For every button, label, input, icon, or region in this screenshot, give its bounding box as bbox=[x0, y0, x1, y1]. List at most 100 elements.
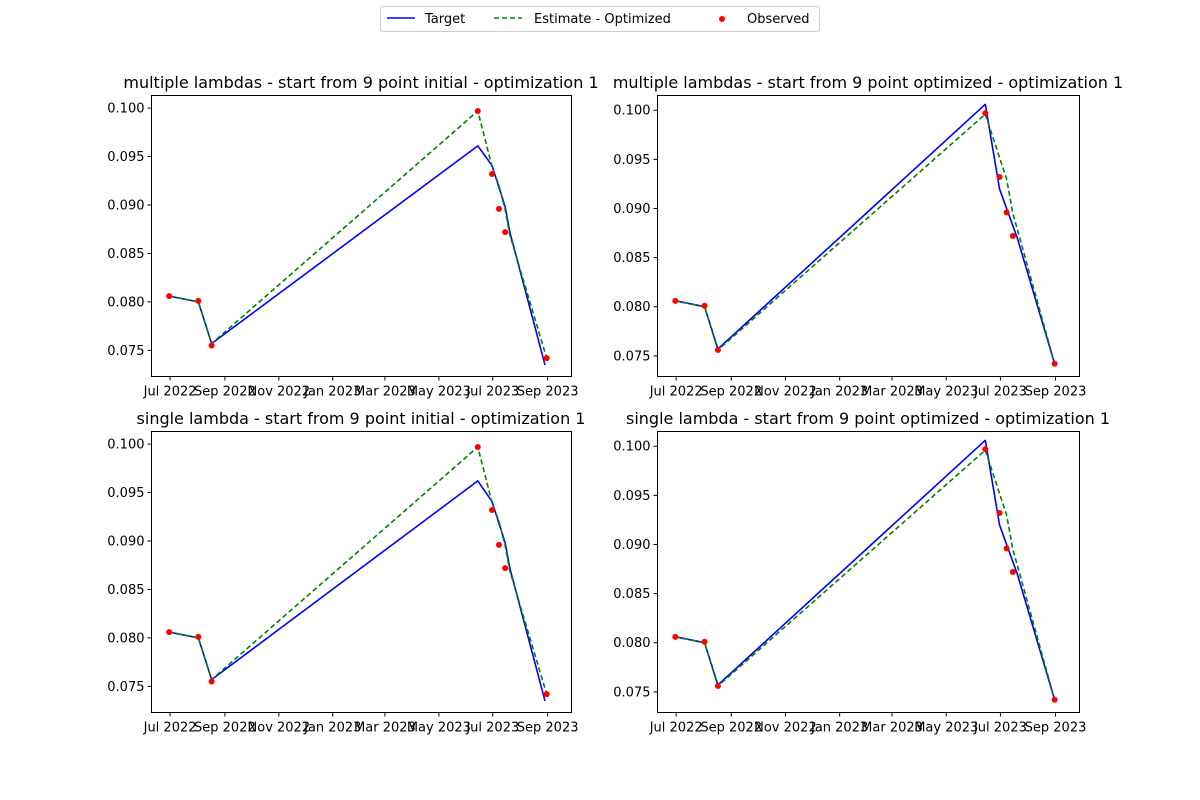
y-tick-label: 0.100 bbox=[613, 440, 650, 455]
observed-point bbox=[502, 565, 509, 572]
observed-point bbox=[1009, 569, 1016, 575]
observed-point bbox=[208, 342, 215, 349]
x-tick-label: Mar 2023 bbox=[861, 721, 923, 736]
observed-point bbox=[701, 302, 708, 309]
y-tick-label: 0.095 bbox=[107, 486, 144, 501]
observed-point bbox=[208, 678, 215, 685]
x-tick-label: Nov 2022 bbox=[754, 385, 817, 400]
observed-point bbox=[996, 510, 1003, 517]
axes-frame bbox=[151, 95, 572, 377]
panel-title: multiple lambdas - start from 9 point op… bbox=[613, 73, 1123, 92]
y-tick-label: 0.075 bbox=[613, 349, 650, 364]
axes-frame bbox=[151, 431, 572, 713]
x-tick-label: Jul 2023 bbox=[973, 385, 1027, 400]
y-tick-label: 0.075 bbox=[613, 685, 650, 700]
x-tick-label: Sep 2022 bbox=[700, 385, 762, 400]
observed-point bbox=[714, 682, 721, 689]
x-tick-label: May 2023 bbox=[914, 721, 978, 736]
x-tick-label: Sep 2023 bbox=[517, 385, 579, 400]
y-tick-label: 0.085 bbox=[107, 247, 144, 262]
x-tick-label: Jul 2023 bbox=[973, 721, 1027, 736]
observed-point bbox=[502, 229, 509, 236]
x-tick-label: Jan 2023 bbox=[810, 721, 868, 736]
y-tick-label: 0.085 bbox=[613, 587, 650, 602]
y-tick-label: 0.095 bbox=[613, 153, 650, 168]
observed-point bbox=[714, 346, 721, 353]
y-tick-label: 0.085 bbox=[613, 251, 650, 266]
observed-point bbox=[488, 506, 495, 513]
y-tick-label: 0.080 bbox=[107, 631, 144, 646]
observed-point bbox=[1051, 360, 1058, 367]
observed-point bbox=[672, 297, 679, 304]
observed-point bbox=[543, 691, 550, 698]
x-tick-label: May 2023 bbox=[914, 385, 978, 400]
x-tick-label: Nov 2022 bbox=[754, 721, 817, 736]
x-tick-label: Jul 2023 bbox=[465, 385, 519, 400]
legend-label-estimate: Estimate - Optimized bbox=[534, 12, 671, 27]
observed-point bbox=[195, 297, 202, 304]
y-tick-label: 0.090 bbox=[613, 538, 650, 553]
legend-frame bbox=[380, 6, 820, 32]
observed-point bbox=[701, 638, 708, 645]
panel-bottom-left: single lambda - start from 9 point initi… bbox=[107, 409, 585, 736]
observed-point bbox=[495, 205, 502, 212]
x-tick-label: Jul 2022 bbox=[649, 385, 703, 400]
observed-point bbox=[474, 108, 481, 115]
axes-frame bbox=[657, 431, 1080, 713]
x-tick-label: Mar 2023 bbox=[354, 385, 416, 400]
y-tick-label: 0.080 bbox=[613, 636, 650, 651]
y-tick-label: 0.100 bbox=[107, 438, 144, 453]
x-tick-label: Jul 2023 bbox=[465, 721, 519, 736]
observed-point bbox=[195, 633, 202, 640]
legend-swatch-observed bbox=[719, 16, 725, 22]
x-tick-label: Nov 2022 bbox=[248, 385, 311, 400]
y-tick-label: 0.100 bbox=[107, 102, 144, 117]
x-tick-label: May 2023 bbox=[407, 385, 471, 400]
y-tick-label: 0.075 bbox=[107, 680, 144, 695]
x-tick-label: Sep 2022 bbox=[194, 385, 256, 400]
y-tick-label: 0.090 bbox=[107, 534, 144, 549]
observed-point bbox=[982, 446, 989, 453]
panel-title: multiple lambdas - start from 9 point in… bbox=[123, 73, 598, 92]
observed-point bbox=[996, 174, 1003, 181]
panel-top-left: multiple lambdas - start from 9 point in… bbox=[107, 73, 598, 400]
x-tick-label: Sep 2022 bbox=[194, 721, 256, 736]
observed-point bbox=[1009, 233, 1016, 239]
observed-point bbox=[166, 629, 173, 636]
y-tick-label: 0.075 bbox=[107, 344, 144, 359]
x-tick-label: Nov 2022 bbox=[248, 721, 311, 736]
x-tick-label: Sep 2023 bbox=[517, 721, 579, 736]
observed-point bbox=[495, 541, 502, 548]
observed-point bbox=[672, 633, 679, 640]
estimate-line bbox=[169, 446, 548, 695]
y-tick-label: 0.090 bbox=[107, 198, 144, 213]
panel-title: single lambda - start from 9 point optim… bbox=[626, 409, 1110, 428]
y-tick-label: 0.095 bbox=[613, 489, 650, 504]
panel-title: single lambda - start from 9 point initi… bbox=[137, 409, 586, 428]
panel-top-right: multiple lambdas - start from 9 point op… bbox=[613, 73, 1123, 400]
legend-label-target: Target bbox=[424, 12, 465, 27]
legend: Target Estimate - Optimized Observed bbox=[380, 6, 820, 32]
y-tick-label: 0.095 bbox=[107, 150, 144, 165]
axes-frame bbox=[657, 95, 1080, 377]
x-tick-label: Jul 2022 bbox=[649, 721, 703, 736]
x-tick-label: Sep 2022 bbox=[700, 721, 762, 736]
y-tick-label: 0.080 bbox=[613, 300, 650, 315]
x-tick-label: Jan 2023 bbox=[810, 385, 868, 400]
observed-point bbox=[1003, 545, 1010, 552]
observed-point bbox=[982, 110, 989, 117]
x-tick-label: Sep 2023 bbox=[1025, 385, 1087, 400]
observed-point bbox=[166, 293, 173, 300]
observed-point bbox=[488, 170, 495, 177]
observed-point bbox=[1003, 209, 1010, 216]
x-tick-label: Mar 2023 bbox=[354, 721, 416, 736]
x-tick-label: Jul 2022 bbox=[143, 385, 197, 400]
observed-point bbox=[543, 355, 550, 362]
legend-label-observed: Observed bbox=[747, 12, 810, 27]
x-tick-label: Sep 2023 bbox=[1025, 721, 1087, 736]
